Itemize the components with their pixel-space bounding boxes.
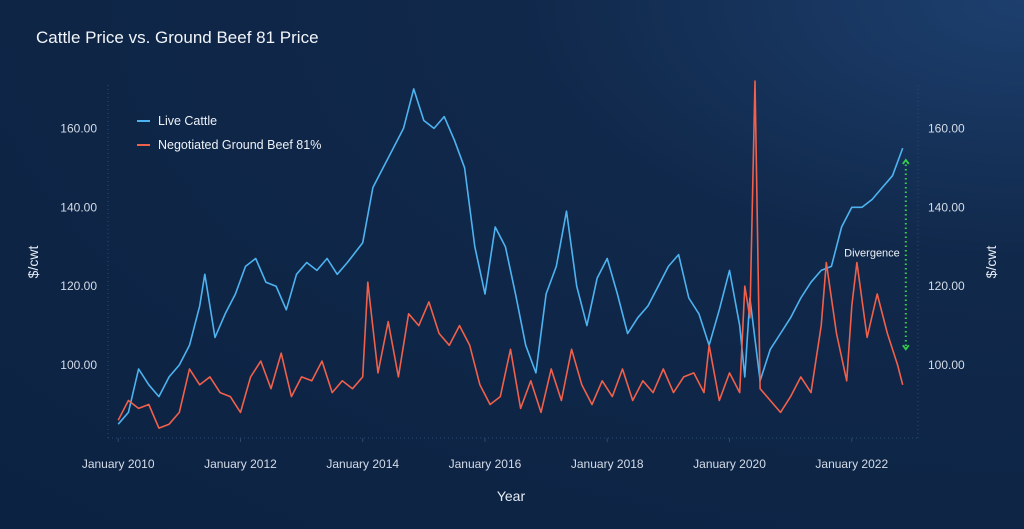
chart-title: Cattle Price vs. Ground Beef 81 Price	[36, 28, 319, 47]
legend-label-1: Negotiated Ground Beef 81%	[158, 138, 321, 152]
series-line-1	[117, 80, 904, 429]
y-axis-label-right: $/cwt	[983, 246, 999, 279]
y-tick-label-left: 140.00	[60, 200, 97, 214]
annotation-label: Divergence	[844, 248, 900, 260]
y-tick-label-right: 100.00	[928, 358, 965, 372]
series-line-0	[117, 88, 904, 425]
y-tick-label-left: 100.00	[60, 358, 97, 372]
x-tick-label: January 2014	[326, 457, 399, 471]
x-tick-label: January 2018	[571, 457, 644, 471]
x-tick-label: January 2022	[815, 457, 888, 471]
legend-label-0: Live Cattle	[158, 114, 217, 128]
x-tick-label: January 2020	[693, 457, 766, 471]
y-tick-label-right: 140.00	[928, 200, 965, 214]
y-axis-label-left: $/cwt	[25, 246, 41, 279]
x-tick-label: January 2010	[82, 457, 155, 471]
y-tick-label-right: 120.00	[928, 279, 965, 293]
y-tick-label-left: 120.00	[60, 279, 97, 293]
arrow-head-down-icon	[902, 344, 910, 351]
y-tick-label-left: 160.00	[60, 121, 97, 135]
x-axis-label: Year	[497, 488, 526, 504]
arrow-head-up-icon	[902, 158, 910, 165]
y-tick-label-right: 160.00	[928, 121, 965, 135]
x-tick-label: January 2016	[449, 457, 522, 471]
x-tick-label: January 2012	[204, 457, 277, 471]
